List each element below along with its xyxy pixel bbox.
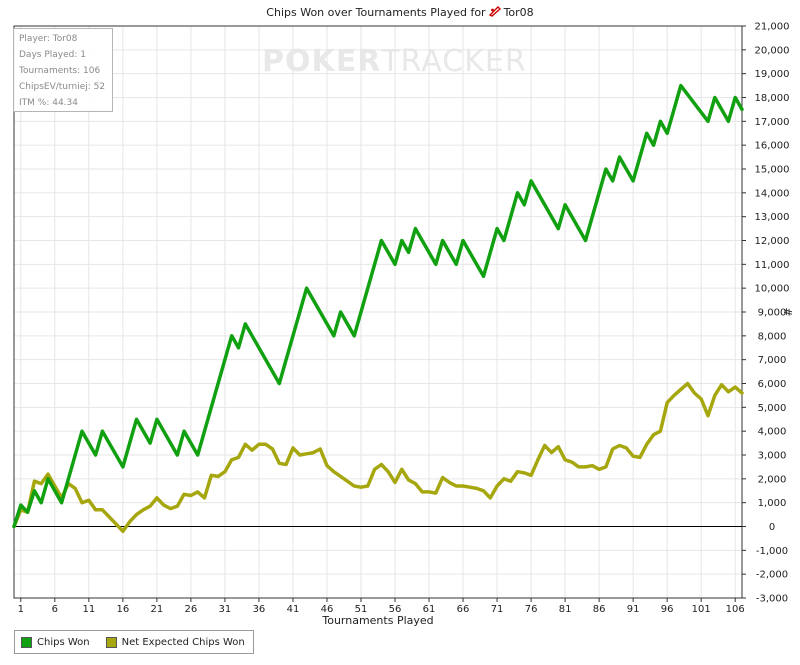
y-tick-label: 3,000: [758, 451, 787, 462]
y-tick-label: 6,000: [758, 379, 787, 390]
chart-title-text: Chips Won over Tournaments Played for: [266, 6, 486, 19]
y-tick-label: 1,000: [758, 498, 787, 509]
y-tick-label: 17,000: [755, 117, 790, 128]
x-tick-label: 26: [185, 604, 198, 615]
x-tick-label: 71: [491, 604, 504, 615]
y-tick-label: 11,000: [755, 260, 790, 271]
pokerstars-logo-icon: [488, 6, 501, 20]
chart-title: Chips Won over Tournaments Played for Tor…: [0, 6, 800, 20]
info-days-played: Days Played: 1: [19, 50, 86, 60]
y-tick-label: 10,000: [755, 284, 790, 295]
y-tick-label: 0: [769, 522, 775, 533]
y-tick-label: -1,000: [756, 546, 788, 557]
info-itm: ITM %: 44.34: [19, 98, 78, 108]
x-tick-label: 31: [219, 604, 232, 615]
x-tick-label: 6: [52, 604, 58, 615]
legend-label-net-expected: Net Expected Chips Won: [121, 636, 245, 648]
series-line-chips-won: [12, 83, 744, 529]
x-tick-label: 36: [253, 604, 266, 615]
x-tick-label: 41: [287, 604, 300, 615]
x-tick-label: 96: [661, 604, 674, 615]
x-tick-label: 86: [593, 604, 606, 615]
x-tick-label: 16: [116, 604, 129, 615]
series-line-net-expected: [12, 381, 744, 534]
x-axis-title: Tournaments Played: [321, 614, 433, 627]
y-tick-label: 7,000: [758, 355, 787, 366]
y-tick-label: -3,000: [756, 594, 788, 605]
x-tick-label: 46: [321, 604, 334, 615]
x-tick-label: 21: [151, 604, 164, 615]
x-tick-label: 51: [355, 604, 368, 615]
y-tick-label: 19,000: [755, 69, 790, 80]
y-tick-label: 20,000: [755, 45, 790, 56]
x-tick-label: 91: [627, 604, 640, 615]
y-tick-label: 16,000: [755, 141, 790, 152]
x-tick-label: 66: [457, 604, 470, 615]
y-tick-label: 12,000: [755, 236, 790, 247]
chart-legend: Chips Won Net Expected Chips Won: [14, 630, 254, 654]
y-tick-label: 21,000: [755, 22, 790, 33]
y-tick-label: 8,000: [758, 331, 787, 342]
info-tournaments: Tournaments: 106: [19, 66, 101, 76]
info-player: Player: Tor08: [19, 34, 78, 44]
legend-item-net-expected[interactable]: Net Expected Chips Won: [105, 636, 245, 648]
x-tick-label: 76: [525, 604, 538, 615]
x-tick-label: 81: [559, 604, 572, 615]
y-tick-label: 4,000: [758, 427, 787, 438]
x-tick-label: 56: [389, 604, 402, 615]
y-tick-label: -2,000: [756, 570, 788, 581]
y-tick-label: 13,000: [755, 212, 790, 223]
legend-swatch-net-expected: [105, 636, 117, 648]
legend-item-chips-won[interactable]: Chips Won: [21, 636, 90, 648]
legend-swatch-chips-won: [21, 636, 32, 648]
y-tick-label: 14,000: [755, 188, 790, 199]
y-axis-title: #: [781, 307, 794, 316]
x-tick-label: 101: [692, 604, 711, 615]
x-tick-label: 1: [18, 604, 24, 615]
legend-label-chips-won: Chips Won: [37, 636, 90, 648]
y-tick-label: 2,000: [758, 474, 787, 485]
y-tick-label: 15,000: [755, 165, 790, 176]
chart-title-player: Tor08: [503, 6, 534, 19]
y-tick-label: 9,000: [758, 308, 787, 319]
info-chips-ev: ChipsEV/turniej: 52: [19, 82, 106, 92]
x-tick-label: 11: [82, 604, 95, 615]
x-tick-label: 61: [423, 604, 436, 615]
y-tick-label: 5,000: [758, 403, 787, 414]
stats-info-box: Player: Tor08 Days Played: 1 Tournaments…: [13, 28, 113, 112]
x-tick-label: 106: [726, 604, 745, 615]
y-tick-label: 18,000: [755, 93, 790, 104]
